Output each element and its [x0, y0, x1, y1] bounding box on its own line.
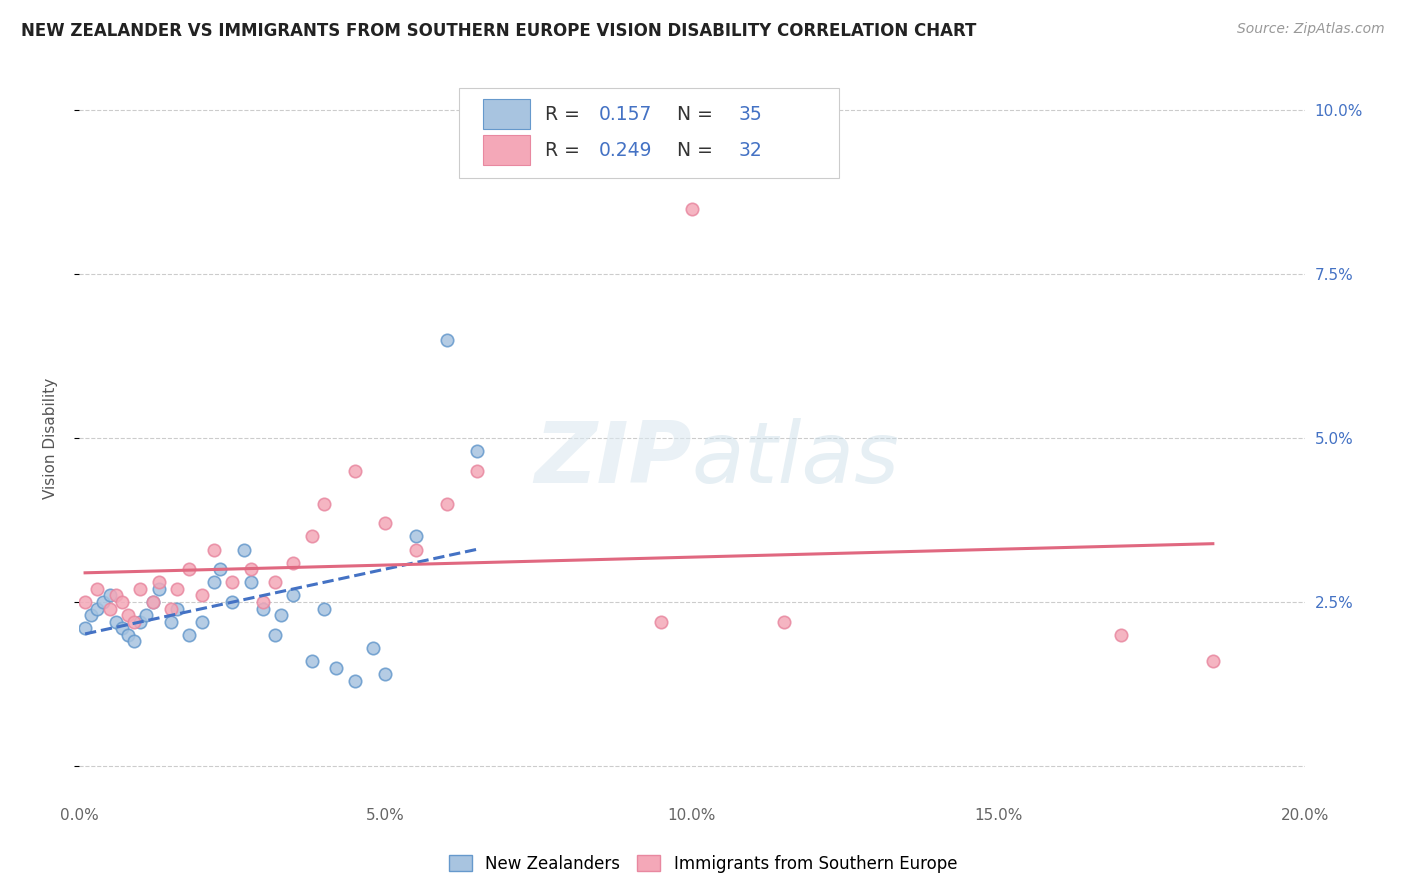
Point — [301, 654, 323, 668]
Text: N =: N = — [665, 141, 718, 160]
Point — [264, 575, 287, 590]
Point — [314, 601, 336, 615]
Point — [361, 640, 384, 655]
Point — [93, 595, 115, 609]
Text: atlas: atlas — [692, 418, 900, 501]
Point — [111, 621, 134, 635]
Point — [129, 615, 152, 629]
Point — [1202, 654, 1225, 668]
Point — [160, 615, 183, 629]
Point — [141, 595, 163, 609]
Text: R =: R = — [544, 104, 586, 124]
Text: R =: R = — [544, 141, 586, 160]
Point — [436, 333, 458, 347]
Point — [264, 628, 287, 642]
Point — [233, 542, 256, 557]
Point — [179, 562, 201, 576]
Point — [86, 582, 108, 596]
Point — [252, 601, 274, 615]
Text: 0.249: 0.249 — [599, 141, 652, 160]
Point — [122, 634, 145, 648]
Legend: New Zealanders, Immigrants from Southern Europe: New Zealanders, Immigrants from Southern… — [441, 848, 965, 880]
Point — [343, 673, 366, 688]
Text: N =: N = — [665, 104, 718, 124]
Point — [239, 575, 262, 590]
Point — [98, 589, 121, 603]
Point — [374, 516, 396, 531]
Point — [202, 542, 225, 557]
Point — [1109, 628, 1132, 642]
Point — [179, 628, 201, 642]
Point — [135, 608, 157, 623]
Point — [86, 601, 108, 615]
Point — [160, 601, 183, 615]
Point — [117, 628, 139, 642]
Point — [405, 542, 427, 557]
Point — [208, 562, 231, 576]
Point — [283, 556, 305, 570]
Point — [166, 582, 188, 596]
Point — [104, 589, 127, 603]
Text: 32: 32 — [738, 141, 762, 160]
Point — [190, 589, 212, 603]
Point — [221, 575, 243, 590]
Point — [301, 529, 323, 543]
Point — [129, 582, 152, 596]
Point — [252, 595, 274, 609]
Point — [111, 595, 134, 609]
Point — [80, 608, 103, 623]
Point — [325, 660, 347, 674]
Point — [221, 595, 243, 609]
FancyBboxPatch shape — [484, 136, 530, 165]
Point — [141, 595, 163, 609]
Point — [467, 464, 489, 478]
Point — [270, 608, 292, 623]
Point — [104, 615, 127, 629]
Point — [283, 589, 305, 603]
Y-axis label: Vision Disability: Vision Disability — [44, 377, 58, 499]
Point — [98, 601, 121, 615]
Point — [681, 202, 703, 216]
Text: Source: ZipAtlas.com: Source: ZipAtlas.com — [1237, 22, 1385, 37]
Point — [117, 608, 139, 623]
Point — [314, 497, 336, 511]
Point — [166, 601, 188, 615]
Point — [190, 615, 212, 629]
Point — [122, 615, 145, 629]
Text: 0.157: 0.157 — [599, 104, 652, 124]
Point — [772, 615, 794, 629]
Point — [405, 529, 427, 543]
Point — [202, 575, 225, 590]
Point — [75, 621, 97, 635]
FancyBboxPatch shape — [458, 88, 839, 178]
Point — [148, 582, 170, 596]
FancyBboxPatch shape — [484, 99, 530, 129]
Point — [650, 615, 672, 629]
Point — [148, 575, 170, 590]
Point — [374, 667, 396, 681]
Point — [343, 464, 366, 478]
Point — [75, 595, 97, 609]
Text: ZIP: ZIP — [534, 418, 692, 501]
Point — [436, 497, 458, 511]
Point — [239, 562, 262, 576]
Text: NEW ZEALANDER VS IMMIGRANTS FROM SOUTHERN EUROPE VISION DISABILITY CORRELATION C: NEW ZEALANDER VS IMMIGRANTS FROM SOUTHER… — [21, 22, 976, 40]
Point — [467, 444, 489, 458]
Text: 35: 35 — [738, 104, 762, 124]
